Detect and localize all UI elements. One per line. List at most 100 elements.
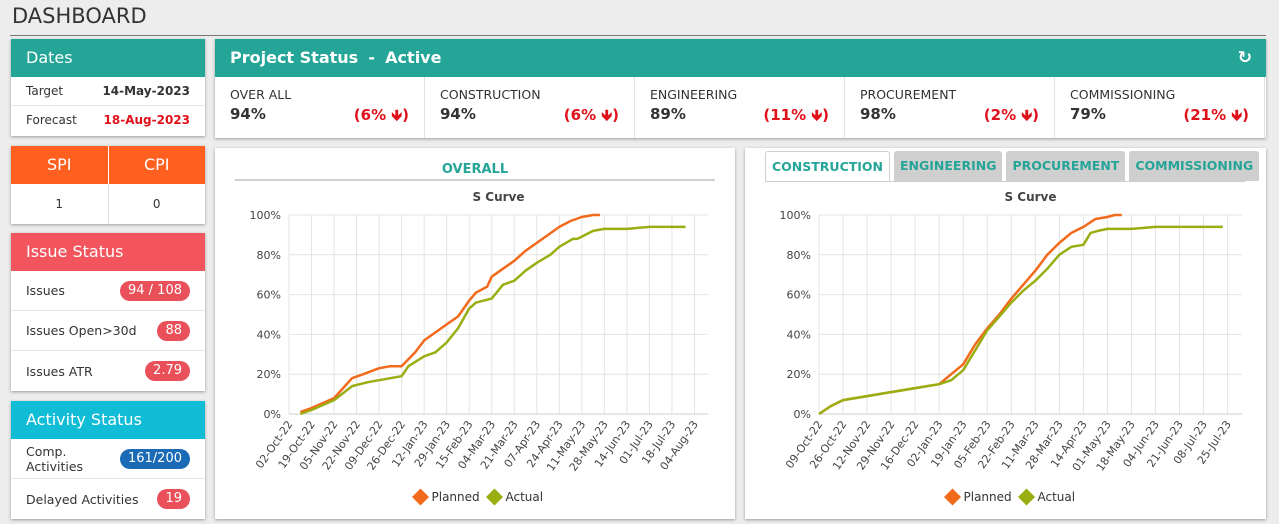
delayed-activities-label: Delayed Activities — [26, 491, 139, 507]
issues-atr-badge: 2.79 — [145, 361, 190, 381]
y-tick-label: 80% — [787, 249, 811, 262]
project-stat-label: CONSTRUCTION — [440, 87, 541, 102]
y-tick-label: 80% — [257, 249, 281, 262]
activity-status-header: Activity Status — [11, 401, 205, 439]
spi-label: SPI — [11, 146, 109, 184]
legend-marker-actual — [1018, 488, 1035, 506]
project-stat-pct: 79% — [1070, 105, 1106, 123]
discipline-tabs: CONSTRUCTION ENGINEERING PROCUREMENT COMMIS… — [765, 151, 1263, 182]
delayed-activities-row[interactable]: Delayed Activities 19 — [11, 479, 205, 519]
comp-activities-badge: 161/200 — [119, 448, 190, 469]
chart-title: S Curve — [472, 190, 524, 204]
cpi-value: 0 — [152, 197, 161, 211]
project-stat-label: PROCUREMENT — [860, 87, 957, 102]
project-stat-change: (21% 🡻) — [1183, 105, 1249, 130]
legend-marker-actual — [486, 488, 503, 506]
page-title: DASHBOARD — [12, 4, 147, 28]
project-stat-change: (6% 🡻) — [564, 105, 619, 130]
dates-card: Dates Target 14-May-2023 Forecast 18-Aug… — [11, 39, 205, 136]
project-stat-label: ENGINEERING — [650, 87, 738, 102]
project-stat-label: COMMISSIONING — [1070, 87, 1176, 102]
y-tick-label: 40% — [257, 328, 281, 341]
series-line-actual — [299, 225, 686, 416]
project-stat-procurement: PROCUREMENT 98% (2% 🡻) — [845, 77, 1055, 138]
project-status-card: Project Status - Active ↻ OVER ALL 94% (6%… — [215, 39, 1266, 138]
issue-status-header: Issue Status — [11, 233, 205, 271]
legend-label-planned: Planned — [964, 490, 1012, 504]
issue-status-card: Issue Status Issues 94 / 108 Issues Open… — [11, 233, 205, 391]
issues-label: Issues — [26, 283, 65, 298]
dates-header: Dates — [11, 39, 205, 77]
y-tick-label: 100% — [780, 209, 811, 222]
project-stat-construction: CONSTRUCTION 94% (6% 🡻) — [425, 77, 635, 138]
project-status-title: Project Status - Active — [230, 39, 441, 77]
project-stat-change: (2% 🡻) — [984, 105, 1039, 130]
arrow-down-icon: 🡻 — [811, 106, 823, 124]
tab-construction[interactable]: CONSTRUCTION — [765, 151, 891, 182]
arrow-down-icon: 🡻 — [1021, 106, 1033, 124]
legend-marker-planned — [412, 488, 429, 506]
issues-badge: 94 / 108 — [120, 280, 190, 301]
y-tick-label: 20% — [787, 368, 811, 381]
project-stat-close-paren: ) — [612, 106, 619, 124]
project-stat-pct: 94% — [440, 105, 476, 123]
project-stat-pct: 89% — [650, 105, 686, 123]
issues-open-row[interactable]: Issues Open>30d 88 — [11, 311, 205, 351]
discipline-s-curve-chart: S Curve0%20%40%60%80%100%09-Oct-2226-Oct… — [780, 190, 1242, 506]
project-status-state: Active — [385, 48, 442, 67]
issues-open-badge: 88 — [157, 320, 190, 341]
y-tick-label: 0% — [794, 408, 811, 421]
cpi-label: CPI — [143, 155, 170, 174]
arrow-down-icon: 🡻 — [601, 106, 613, 124]
title-divider — [10, 35, 1266, 36]
forecast-value: 18-Aug-2023 — [103, 113, 190, 127]
spi-value: 1 — [11, 184, 109, 224]
target-label: Target — [26, 84, 64, 98]
project-stat-change-value: (6% — [563, 106, 597, 124]
project-stat-change: (11% 🡻) — [763, 105, 829, 130]
issues-row[interactable]: Issues 94 / 108 — [11, 271, 205, 311]
project-stat-change-value: (6% — [353, 106, 387, 124]
tab-commissioning[interactable]: COMMISSIONING — [1129, 151, 1260, 181]
overall-chart-card: OVERALL S Curve 0% 20% 40% 60% 80% 100% 02-Oct-… — [215, 148, 735, 519]
project-stat-engineering: ENGINEERING 89% (11% 🡻) — [635, 77, 845, 138]
legend-label-actual: Actual — [1038, 490, 1076, 504]
forecast-row: Forecast 18-Aug-2023 — [11, 106, 205, 135]
project-stat-change: (6% 🡻) — [354, 105, 409, 130]
project-stat-close-paren: ) — [822, 106, 829, 124]
overall-s-curve-chart: S Curve0%20%40%60%80%100%02-Oct-2219-Oct… — [250, 190, 708, 506]
project-stat-close-paren: ) — [1032, 106, 1039, 124]
legend-label-actual: Actual — [506, 490, 544, 504]
project-stat-change-value: (21% — [1183, 106, 1227, 124]
refresh-icon[interactable]: ↻ — [1237, 48, 1252, 68]
project-stat-change-value: (2% — [983, 106, 1017, 124]
legend-label-planned: Planned — [432, 490, 480, 504]
arrow-down-icon: 🡻 — [1231, 106, 1243, 124]
project-stat-change-value: (11% — [763, 106, 807, 124]
tab-procurement[interactable]: PROCUREMENT — [1006, 151, 1126, 181]
project-status-separator: - — [368, 48, 375, 67]
series-line-actual — [818, 225, 1223, 416]
project-stat-over-all: OVER ALL 94% (6% 🡻) — [215, 77, 425, 138]
spi-cpi-card: SPI CPI 1 0 — [11, 146, 205, 224]
tab-engineering[interactable]: ENGINEERING — [894, 151, 1003, 181]
y-tick-label: 0% — [264, 408, 281, 421]
y-tick-label: 20% — [257, 368, 281, 381]
project-stat-pct: 98% — [860, 105, 896, 123]
project-stat-label: OVER ALL — [230, 87, 292, 102]
y-tick-label: 60% — [257, 289, 281, 302]
comp-activities-row[interactable]: Comp. Activities 161/200 — [11, 439, 205, 479]
comp-activities-label: Comp. Activities — [26, 443, 84, 474]
delayed-activities-badge: 19 — [157, 489, 190, 509]
y-tick-label: 100% — [250, 209, 281, 222]
project-stat-commissioning: COMMISSIONING 79% (21% 🡻) — [1055, 77, 1265, 138]
issues-open-label: Issues Open>30d — [26, 323, 137, 338]
project-status-header: Project Status - Active ↻ — [215, 39, 1266, 77]
issues-atr-label: Issues ATR — [26, 363, 93, 379]
project-stat-close-paren: ) — [402, 106, 409, 124]
legend-marker-planned — [944, 488, 961, 506]
chart-title: S Curve — [1004, 190, 1056, 204]
y-tick-label: 60% — [787, 289, 811, 302]
overall-title-rule — [235, 179, 715, 181]
issues-atr-row[interactable]: Issues ATR 2.79 — [11, 351, 205, 391]
